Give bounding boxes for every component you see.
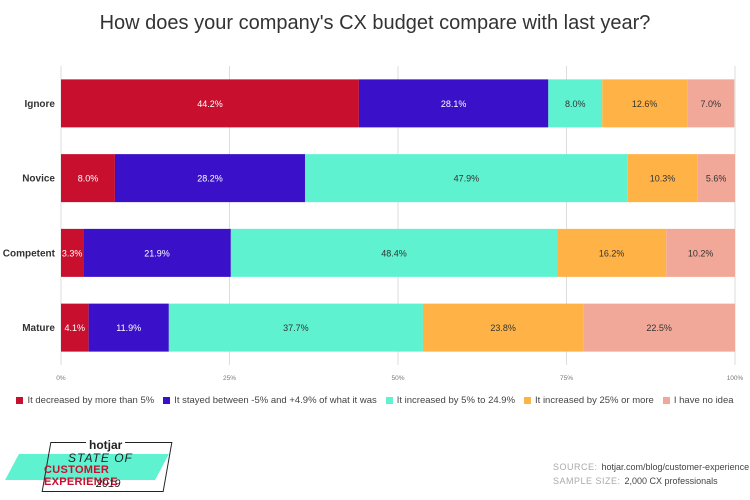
data-label-1-3: 10.3% [650, 174, 676, 184]
data-label-1-1: 28.2% [197, 174, 223, 184]
bar-segment-3-4 [583, 303, 735, 352]
legend-swatch-4 [662, 397, 670, 404]
bar-segment-2-0 [61, 228, 84, 277]
legend-label-0: It decreased by more than 5% [27, 395, 155, 406]
source-note: SOURCE: hotjar.com/blog/customer-experien… [553, 460, 749, 488]
legend-swatch-2 [385, 397, 393, 404]
data-label-0-2: 8.0% [565, 99, 586, 109]
bar-segment-1-2 [304, 154, 628, 203]
sample-size-line: SAMPLE SIZE: 2,000 CX professionals [553, 474, 749, 488]
data-label-3-2: 37.7% [283, 323, 309, 333]
data-label-0-1: 28.1% [441, 99, 467, 109]
logo-line-year: 2019 [96, 478, 121, 490]
sample-size-value: 2,000 CX professionals [624, 476, 718, 486]
bar-segment-0-3 [602, 79, 688, 128]
data-label-2-2: 48.4% [381, 248, 407, 258]
bar-segment-1-1 [114, 154, 305, 203]
data-label-2-4: 10.2% [688, 248, 714, 258]
data-label-0-4: 7.0% [700, 99, 721, 109]
logo-brand: hotjar [86, 438, 126, 452]
legend-label-1: It stayed between -5% and +4.9% of what … [174, 395, 377, 406]
category-label-0: Ignore [24, 99, 55, 110]
bar-segment-2-3 [557, 228, 667, 277]
sample-size-label: SAMPLE SIZE: [553, 476, 621, 486]
bar-segment-3-3 [422, 303, 584, 352]
data-label-2-0: 3.3% [62, 248, 83, 258]
data-label-3-4: 22.5% [646, 323, 672, 333]
bar-segment-2-1 [83, 228, 231, 277]
logo-line-customer-experience: CUSTOMER EXPERIENCE [44, 464, 118, 488]
bar-segment-1-3 [627, 154, 698, 203]
bar-segment-0-1 [358, 79, 549, 128]
x-tick-label-3: 75% [560, 375, 573, 382]
bar-segment-3-2 [168, 303, 423, 352]
data-label-1-0: 8.0% [78, 174, 99, 184]
bar-segment-2-4 [666, 228, 735, 277]
x-tick-label-0: 0% [56, 375, 66, 382]
legend-item-1: It stayed between -5% and +4.9% of what … [163, 395, 377, 406]
data-label-2-3: 16.2% [599, 248, 625, 258]
bar-segment-0-4 [687, 79, 735, 128]
data-label-0-3: 12.6% [632, 99, 658, 109]
chart-title: How does your company's CX budget compar… [99, 12, 651, 34]
data-label-1-4: 5.6% [706, 174, 727, 184]
brand-logo: hotjar STATE OF CUSTOMER EXPERIENCE 2019 [5, 438, 180, 496]
bar-segment-0-2 [548, 79, 603, 128]
legend-label-4: I have no idea [673, 395, 734, 406]
x-tick-label-2: 50% [391, 375, 404, 382]
category-label-3: Mature [22, 323, 55, 334]
category-label-2: Competent [3, 248, 56, 259]
data-label-3-0: 4.1% [65, 323, 86, 333]
bar-segment-1-4 [697, 154, 735, 203]
legend-swatch-0 [16, 397, 24, 404]
legend-label-3: It increased by 25% or more [535, 395, 654, 406]
legend-label-2: It increased by 5% to 24.9% [396, 395, 516, 406]
bar-segment-2-2 [230, 228, 558, 277]
data-label-2-1: 21.9% [144, 248, 170, 258]
legend-item-2: It increased by 5% to 24.9% [385, 395, 516, 406]
logo-line-state-of: STATE OF [68, 451, 133, 465]
bar-segment-3-1 [88, 303, 169, 352]
legend-item-4: I have no idea [662, 395, 734, 406]
x-tick-label-1: 25% [223, 375, 236, 382]
source-label: SOURCE: [553, 462, 598, 472]
data-label-3-3: 23.8% [490, 323, 516, 333]
legend-item-0: It decreased by more than 5% [16, 395, 154, 406]
x-tick-label-4: 100% [727, 375, 744, 382]
source-line: SOURCE: hotjar.com/blog/customer-experien… [553, 460, 749, 474]
legend-item-3: It increased by 25% or more [524, 395, 654, 406]
data-label-0-0: 44.2% [197, 99, 223, 109]
bar-segment-3-0 [61, 303, 89, 352]
data-label-1-2: 47.9% [454, 174, 480, 184]
category-label-1: Novice [22, 174, 55, 185]
bar-segment-1-0 [61, 154, 115, 203]
data-label-3-1: 11.9% [116, 323, 141, 333]
legend-swatch-3 [524, 397, 532, 404]
legend: It decreased by more than 5% It stayed be… [0, 395, 750, 406]
bar-segment-0-0 [61, 79, 359, 128]
legend-swatch-1 [163, 397, 171, 404]
source-value: hotjar.com/blog/customer-experience [601, 462, 750, 472]
